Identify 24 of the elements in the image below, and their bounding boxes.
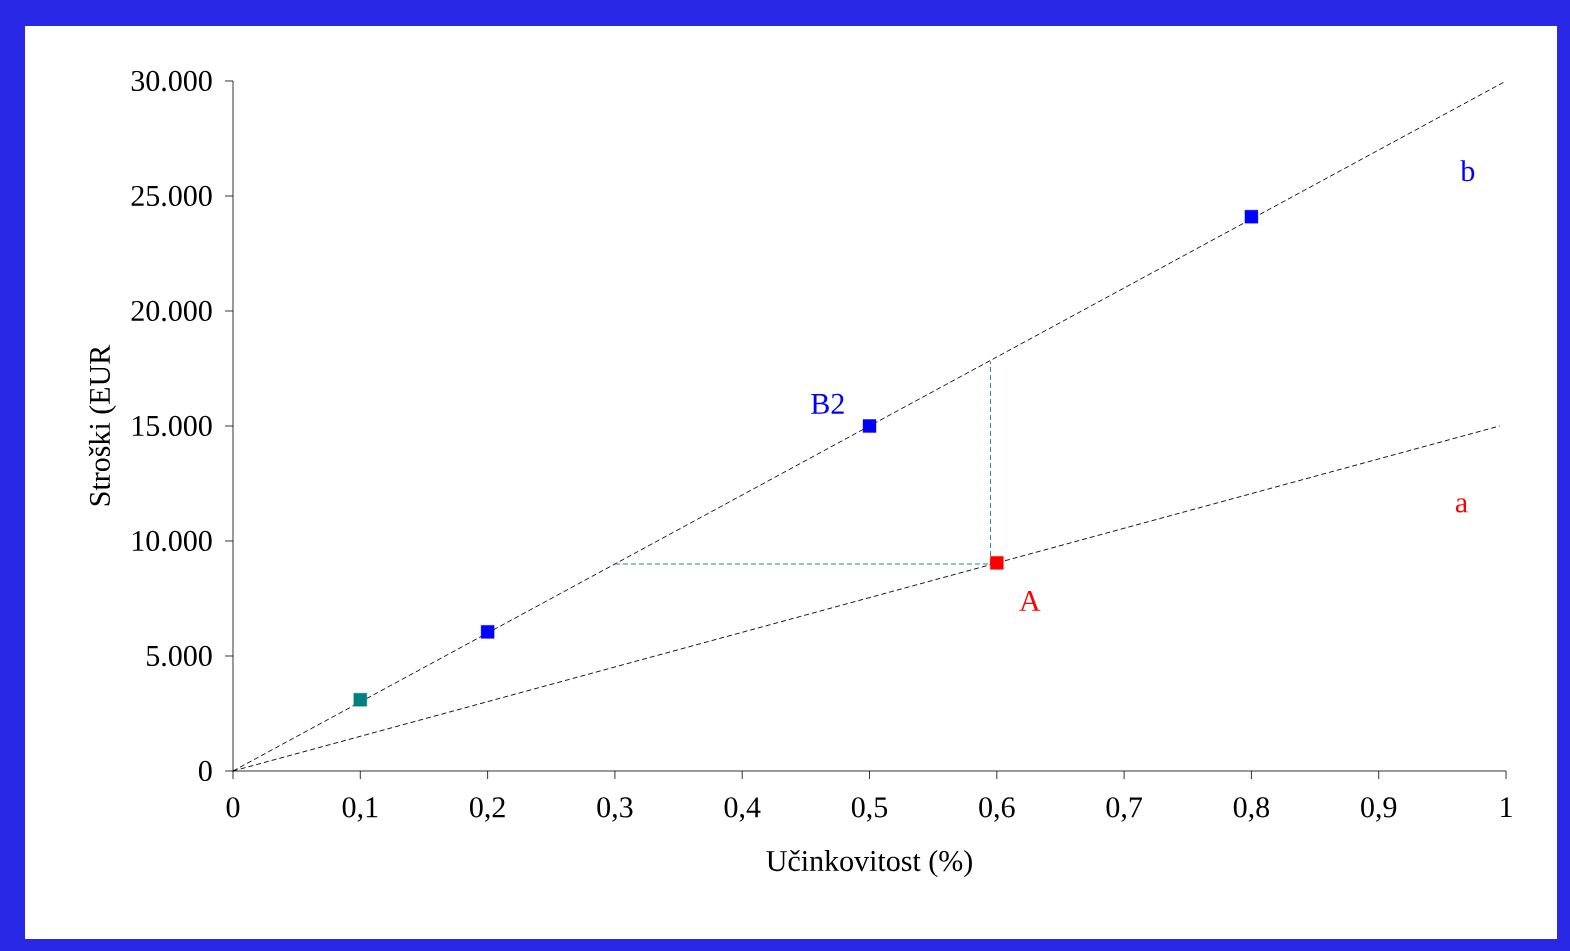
x-axis-title: Učinkovitost (%): [766, 849, 972, 878]
x-tick-label: 0,6: [979, 797, 1015, 822]
x-tick-label: 0,3: [597, 797, 633, 822]
x-tick-label: 0,5: [851, 797, 888, 822]
y-axis-title: Stroški (EUR: [88, 344, 117, 506]
series-label: a: [1455, 498, 1468, 513]
y-tick-label: 20.000: [131, 300, 212, 322]
x-tick-label: 1: [1501, 797, 1512, 817]
y-tick-label: 15.000: [132, 415, 212, 437]
annotation: B2: [811, 393, 844, 414]
series-label: b: [1460, 160, 1475, 182]
y-tick-label: 10.000: [132, 530, 212, 552]
y-tick-label: 30.000: [131, 70, 212, 92]
x-tick-label: 0,7: [1106, 797, 1143, 822]
x-tick-label: 0,9: [1361, 797, 1397, 822]
y-tick-label: 0: [198, 760, 212, 782]
x-tick-label: 0,8: [1233, 797, 1270, 822]
x-tick-label: 0,1: [342, 797, 378, 822]
x-tick-label: 0,2: [470, 797, 505, 822]
y-tick-label: 25.000: [131, 185, 212, 207]
y-tick-label: 5.000: [147, 645, 212, 667]
x-tick-label: 0: [226, 797, 240, 818]
annotation: A: [1019, 591, 1041, 611]
x-tick-label: 0,4: [724, 797, 761, 822]
